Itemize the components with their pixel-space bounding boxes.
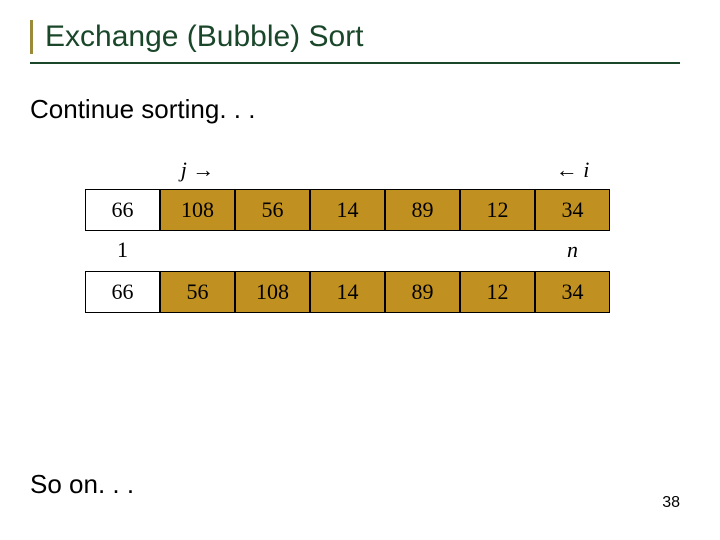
page-title: Exchange (Bubble) Sort xyxy=(45,20,690,54)
array-cell: 12 xyxy=(460,271,535,313)
array-row-2: 66 56 108 14 89 12 34 xyxy=(85,271,690,313)
array-cell: 56 xyxy=(235,189,310,231)
index-end: n xyxy=(535,235,610,265)
index-spacer xyxy=(310,235,385,265)
footer-text: So on. . . xyxy=(30,469,134,500)
title-underline xyxy=(30,62,680,64)
array-cell: 108 xyxy=(160,189,235,231)
page-number: 38 xyxy=(662,494,680,512)
pointer-spacer xyxy=(310,155,385,185)
array-cell: 14 xyxy=(310,271,385,313)
pointer-row-top: j → ← i xyxy=(85,155,690,185)
title-container: Exchange (Bubble) Sort xyxy=(30,20,690,54)
array-cell: 14 xyxy=(310,189,385,231)
array-row-1: 66 108 56 14 89 12 34 xyxy=(85,189,690,231)
array-cell: 34 xyxy=(535,271,610,313)
array-cell: 66 xyxy=(85,189,160,231)
array-cell: 34 xyxy=(535,189,610,231)
index-spacer xyxy=(385,235,460,265)
index-spacer xyxy=(160,235,235,265)
array-cell: 66 xyxy=(85,271,160,313)
index-row: 1 n xyxy=(85,235,690,265)
array-cell: 89 xyxy=(385,189,460,231)
pointer-spacer xyxy=(460,155,535,185)
pointer-spacer xyxy=(235,155,310,185)
index-spacer xyxy=(235,235,310,265)
pointer-spacer xyxy=(385,155,460,185)
pointer-i: ← i xyxy=(535,155,610,185)
array-cell: 89 xyxy=(385,271,460,313)
index-spacer xyxy=(460,235,535,265)
array-cell: 108 xyxy=(235,271,310,313)
array-cell: 12 xyxy=(460,189,535,231)
index-start: 1 xyxy=(85,235,160,265)
subtitle: Continue sorting. . . xyxy=(30,94,690,125)
array-cell: 56 xyxy=(160,271,235,313)
pointer-spacer xyxy=(85,155,160,185)
pointer-j: j → xyxy=(160,155,235,185)
array-section: j → ← i 66 108 56 14 89 12 34 1 n 66 56 … xyxy=(85,155,690,313)
